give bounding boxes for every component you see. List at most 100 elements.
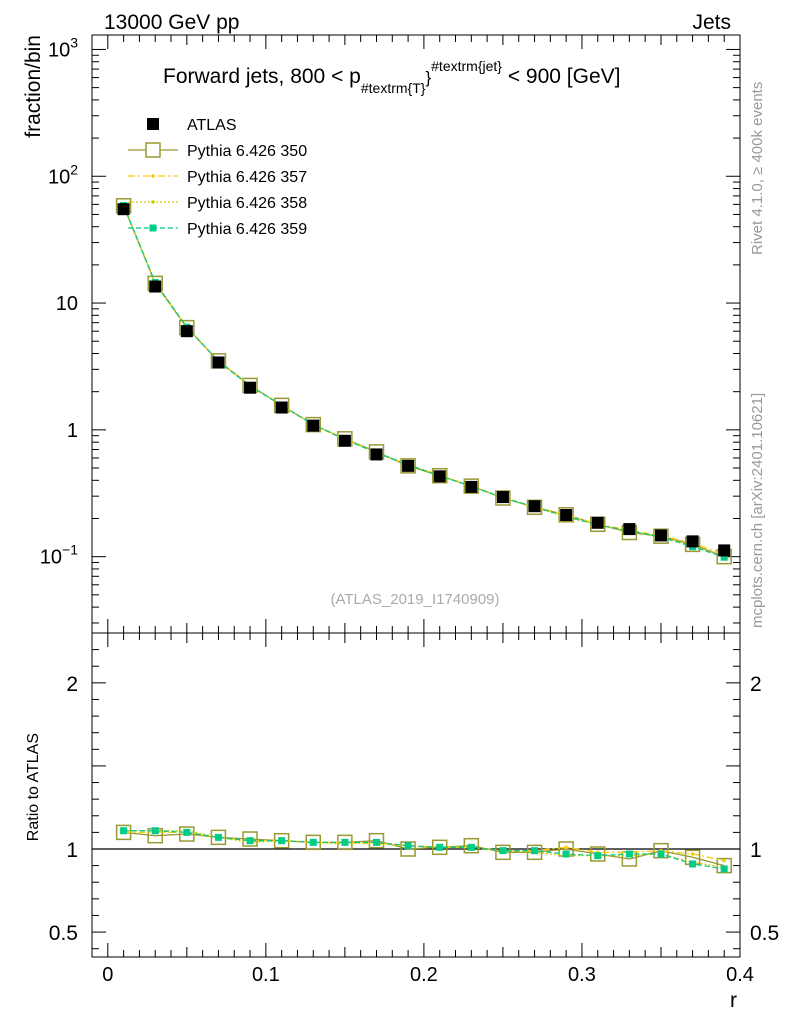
main-series-line [122,205,725,558]
ratio-mc-point [120,827,128,835]
mcplots-label: mcplots.cern.ch [arXiv:2401.10621] [749,393,766,628]
ratio-mc-point [309,838,317,846]
ratio-y-tick-label: 2 [66,673,78,696]
main-series-pythia-6-426-359 [120,201,728,561]
legend-marker [147,118,159,130]
ratio-mc-point [404,842,412,850]
x-tick-label: 0.4 [726,964,754,986]
main-data-point [654,529,667,542]
main-y-tick-label: 10−1 [40,542,78,569]
ratio-mc-point [722,858,726,863]
main-data-point [180,325,193,338]
plot-title-subscript: #textrm{T} [361,80,426,96]
legend-label: Pythia 6.426 358 [187,195,307,212]
main-data-point [370,448,383,461]
plot-title-superscript: #textrm{jet} [431,58,502,74]
ratio-mc-point [242,831,258,847]
main-series-atlas [117,203,731,557]
legend-label: Pythia 6.426 357 [187,169,307,186]
main-y-tick-label: 10 [56,293,78,315]
main-mc-point [720,553,728,561]
main-y-tick-label: 1 [67,420,78,442]
main-data-point [528,500,541,513]
ratio-series-line [123,830,725,870]
x-tick-label: 0 [102,964,113,986]
ratio-mc-point [278,837,286,845]
main-y-axis-title: fraction/bin [22,35,45,138]
legend-label: Pythia 6.426 359 [187,221,307,238]
main-series-line [122,205,725,558]
main-data-point [496,491,509,504]
legend-entry: Pythia 6.426 358 [128,195,307,212]
legend-marker [151,200,155,204]
x-tick-label: 0.1 [252,964,280,986]
main-y-tick-label: 102 [48,161,78,188]
ratio-mc-point [594,852,602,860]
ratio-mc-point [115,824,132,841]
header-jets-label: Jets [692,11,731,34]
x-tick-label: 0.2 [410,964,438,986]
legend-entry: Pythia 6.426 357 [128,169,307,186]
ratio-mc-point [467,843,475,851]
ratio-y-tick-label-right: 2 [750,673,762,696]
ratio-series-pythia-6-426-359 [120,827,728,873]
ratio-y-axis-title: Ratio to ATLAS [25,733,42,841]
ratio-mc-point [564,845,568,850]
legend-entry: Pythia 6.426 359 [128,221,307,238]
ratio-mc-point [368,832,385,849]
series-layer [115,198,732,874]
main-data-point [623,523,636,536]
main-data-point [591,516,604,529]
ratio-mc-point [210,829,227,846]
ratio-mc-point [372,838,380,846]
main-data-point [244,381,257,394]
main-series-pythia-6-426-350 [115,198,732,565]
main-data-point [465,480,478,493]
header-energy-label: 13000 GeV pp [104,11,239,34]
main-series-pythia-6-426-357 [121,204,726,557]
rivet-version-label: Rivet 4.1.0, ≥ 400k events [749,82,766,255]
ratio-y-tick-label-right: 1 [750,839,762,862]
ratio-y-tick-label: 0.5 [49,922,78,945]
ratio-mc-point [495,844,511,861]
main-mc-point [495,490,511,506]
main-data-point [117,203,130,216]
main-series-line [122,205,725,556]
ratio-y-tick-label: 1 [66,839,78,862]
ratio-mc-point [436,843,444,851]
legend: ATLAS Pythia 6.426 350 Pythia 6.426 357 Pyt… [128,117,307,238]
ratio-mc-point [720,865,728,873]
legend-marker [149,224,157,232]
ratio-mc-point [562,850,570,858]
ratio-y-tick-label-right: 0.5 [750,922,779,945]
plot-title-end: < 900 [GeV] [508,65,621,88]
main-data-point [402,459,415,472]
ratio-mc-point [400,841,416,857]
main-mc-point [400,458,416,474]
main-data-point [307,419,320,432]
main-data-point [338,434,351,447]
legend-label: Pythia 6.426 350 [187,143,307,160]
main-data-point [275,401,288,414]
ratio-mc-point [531,847,539,855]
main-data-point [212,356,225,369]
main-mc-point [463,478,480,494]
plot-title: Forward jets, 800 < p#textrm{T}}#textrm{… [163,58,620,96]
ratio-mc-point [183,828,191,836]
ratio-mc-point [625,850,633,858]
ratio-mc-point [151,827,159,835]
main-data-point [149,280,162,293]
legend-entry: Pythia 6.426 350 [128,142,307,160]
ratio-mc-point [341,838,349,846]
x-tick-label: 0.3 [568,964,596,986]
ratio-mc-point [463,837,480,854]
legend-marker [145,142,161,158]
ratio-mc-point [590,846,606,862]
main-series-line [122,205,725,558]
main-series-pythia-6-426-358 [121,203,726,559]
main-data-point [433,470,446,483]
legend-entry: ATLAS [147,117,237,134]
ratio-mc-point [689,860,697,868]
